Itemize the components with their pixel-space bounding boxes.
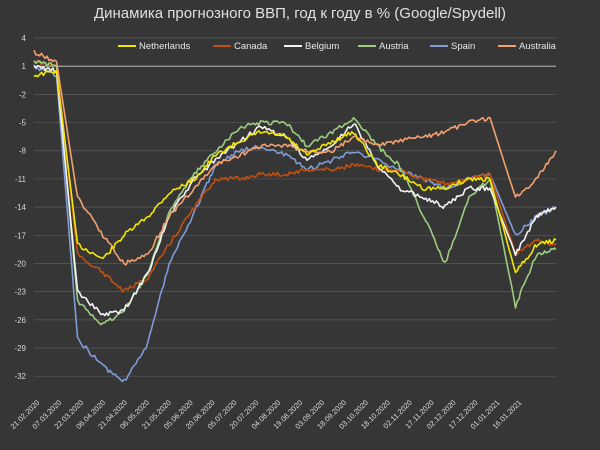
legend-label-netherlands: Netherlands xyxy=(139,41,190,52)
gridlines xyxy=(34,37,556,377)
legend-label-austria: Austria xyxy=(379,41,409,52)
y-tick-label: -5 xyxy=(19,119,27,128)
series-spain xyxy=(33,64,557,383)
y-tick-label: -32 xyxy=(14,372,26,381)
y-tick-label: -2 xyxy=(19,90,27,99)
y-tick-label: 1 xyxy=(22,62,27,71)
series-netherlands xyxy=(33,69,557,274)
series-line-spain xyxy=(33,64,557,383)
y-tick-label: -23 xyxy=(14,288,26,297)
x-axis-ticks: 21.02.202007.03.202022.03.202006.04.2020… xyxy=(9,398,524,431)
series-line-australia xyxy=(33,49,557,266)
series-canada xyxy=(33,59,557,293)
series-line-austria xyxy=(33,60,557,326)
y-tick-label: -8 xyxy=(19,147,27,156)
legend-label-australia: Australia xyxy=(519,41,557,52)
legend-label-canada: Canada xyxy=(234,41,268,52)
y-tick-label: -17 xyxy=(14,231,26,240)
y-tick-label: -11 xyxy=(15,175,27,184)
y-tick-label: -29 xyxy=(14,344,26,353)
y-tick-label: -14 xyxy=(14,203,26,212)
legend: Netherlands Canada Belgium Austria Spain Aust… xyxy=(118,41,557,52)
y-tick-label: -20 xyxy=(14,259,26,268)
series-austria xyxy=(33,60,557,326)
legend-label-spain: Spain xyxy=(451,41,475,52)
y-tick-label: -26 xyxy=(14,316,26,325)
series-line-netherlands xyxy=(33,69,557,274)
y-tick-label: 4 xyxy=(22,34,27,43)
series-lines xyxy=(33,49,557,383)
series-line-belgium xyxy=(33,64,557,317)
series-line-canada xyxy=(33,59,557,293)
legend-label-belgium: Belgium xyxy=(305,41,339,52)
chart-title: Динамика прогнозного ВВП, год к году в %… xyxy=(94,5,506,22)
series-australia xyxy=(33,49,557,266)
y-axis-ticks: 4 1 -2 -5 -8 -11 -14 -17 -20 -23 -26 -29 -32 xyxy=(14,34,26,381)
